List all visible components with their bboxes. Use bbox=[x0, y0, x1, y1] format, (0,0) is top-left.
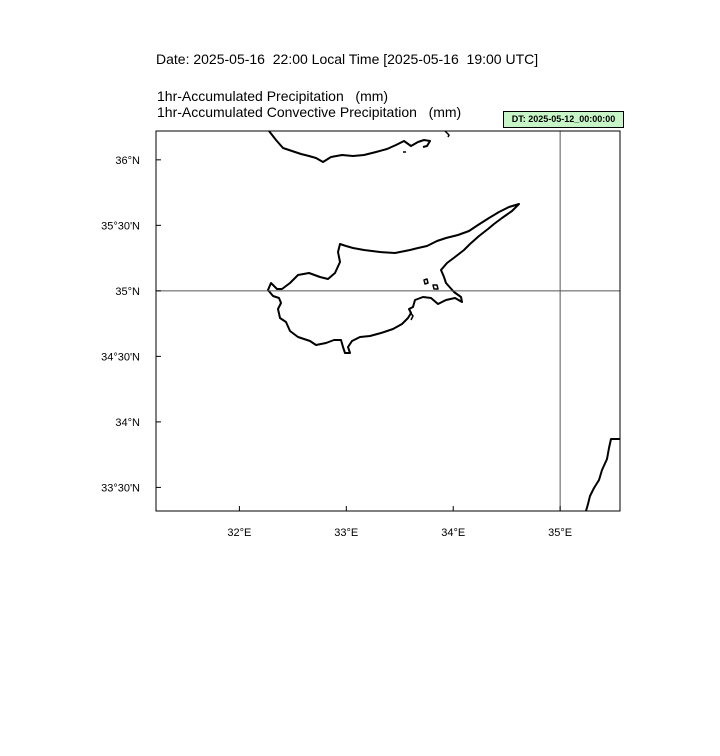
y-tick-label: 33°30'N bbox=[101, 482, 140, 494]
x-tick-label: 32°E bbox=[227, 527, 251, 539]
title-precipitation: 1hr-Accumulated Precipitation (mm) bbox=[157, 88, 389, 104]
x-tick-label: 33°E bbox=[334, 527, 358, 539]
title-convective-precipitation: 1hr-Accumulated Convective Precipitation… bbox=[157, 104, 462, 120]
y-tick-label: 34°30'N bbox=[101, 351, 140, 363]
y-tick-label: 35°30'N bbox=[101, 220, 140, 232]
islet bbox=[432, 284, 439, 290]
turkey-coastline bbox=[268, 130, 431, 163]
cyprus-coastline bbox=[267, 203, 520, 354]
y-tick-label: 36°N bbox=[115, 155, 140, 167]
dt-badge: DT: 2025-05-12_00:00:00 bbox=[503, 111, 624, 128]
turkey-coastline bbox=[444, 130, 450, 138]
coastline bbox=[267, 130, 620, 512]
map-frame bbox=[155, 130, 621, 512]
x-tick-label: 35°E bbox=[548, 527, 572, 539]
y-axis: 36°N 35°30'N 35°N 34°30'N 34°N 33°30'N bbox=[101, 155, 161, 494]
y-tick-label: 34°N bbox=[115, 417, 140, 429]
islet bbox=[423, 278, 429, 285]
reference-lines bbox=[156, 131, 620, 511]
levant-coastline bbox=[585, 438, 620, 512]
islet bbox=[409, 311, 414, 321]
y-tick-label: 35°N bbox=[115, 286, 140, 298]
x-tick-label: 34°E bbox=[441, 527, 465, 539]
date-line: Date: 2025-05-16 22:00 Local Time [2025-… bbox=[156, 51, 539, 67]
x-axis: 32°E 33°E 34°E 35°E bbox=[227, 506, 572, 539]
